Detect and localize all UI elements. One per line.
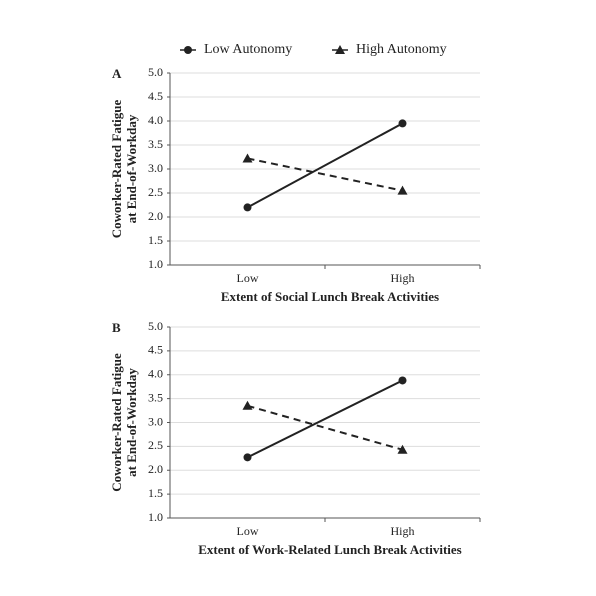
- panel-label: B: [112, 320, 121, 335]
- y-tick-label: 4.5: [148, 89, 163, 103]
- y-tick-label: 1.0: [148, 510, 163, 524]
- y-tick-label: 3.0: [148, 414, 163, 428]
- x-axis-title: Extent of Work-Related Lunch Break Activ…: [198, 542, 462, 557]
- y-tick-label: 2.5: [148, 438, 163, 452]
- y-tick-label: 1.5: [148, 233, 163, 247]
- y-tick-label: 5.0: [148, 319, 163, 333]
- marker: [398, 376, 407, 385]
- y-tick-label: 1.5: [148, 486, 163, 500]
- marker: [242, 153, 253, 163]
- y-axis-title-line: Coworker-Rated Fatigue: [109, 100, 124, 239]
- marker: [184, 46, 192, 54]
- y-axis-title: Coworker-Rated Fatigueat End-of-Workday: [109, 100, 139, 239]
- marker: [397, 185, 408, 195]
- marker: [397, 444, 408, 454]
- y-tick-label: 3.5: [148, 137, 163, 151]
- marker: [243, 203, 252, 212]
- y-tick-label: 5.0: [148, 65, 163, 79]
- y-tick-label: 2.5: [148, 185, 163, 199]
- marker: [243, 453, 252, 462]
- series-line: [247, 122, 403, 209]
- x-tick-label: High: [391, 524, 415, 538]
- y-tick-label: 3.0: [148, 161, 163, 175]
- y-axis-title: Coworker-Rated Fatigueat End-of-Workday: [109, 353, 139, 492]
- y-axis-title-line: Coworker-Rated Fatigue: [109, 353, 124, 492]
- series-line: [247, 157, 403, 192]
- legend-label: High Autonomy: [356, 42, 447, 57]
- y-tick-label: 2.0: [148, 209, 163, 223]
- series-line: [247, 379, 403, 459]
- y-tick-label: 4.5: [148, 343, 163, 357]
- y-axis-title-line: at End-of-Workday: [124, 368, 139, 477]
- y-tick-label: 3.5: [148, 390, 163, 404]
- y-tick-label: 4.0: [148, 367, 163, 381]
- legend-label: Low Autonomy: [204, 42, 292, 57]
- y-tick-label: 4.0: [148, 113, 163, 127]
- x-tick-label: High: [391, 271, 415, 285]
- y-tick-label: 2.0: [148, 462, 163, 476]
- y-tick-label: 1.0: [148, 257, 163, 271]
- marker: [242, 400, 253, 410]
- x-axis-title: Extent of Social Lunch Break Activities: [221, 289, 439, 304]
- x-tick-label: Low: [237, 271, 259, 285]
- x-tick-label: Low: [237, 524, 259, 538]
- y-axis-title-line: at End-of-Workday: [124, 114, 139, 223]
- series-line: [247, 404, 403, 451]
- panel-label: A: [112, 66, 122, 81]
- marker: [335, 45, 345, 54]
- marker: [398, 119, 407, 128]
